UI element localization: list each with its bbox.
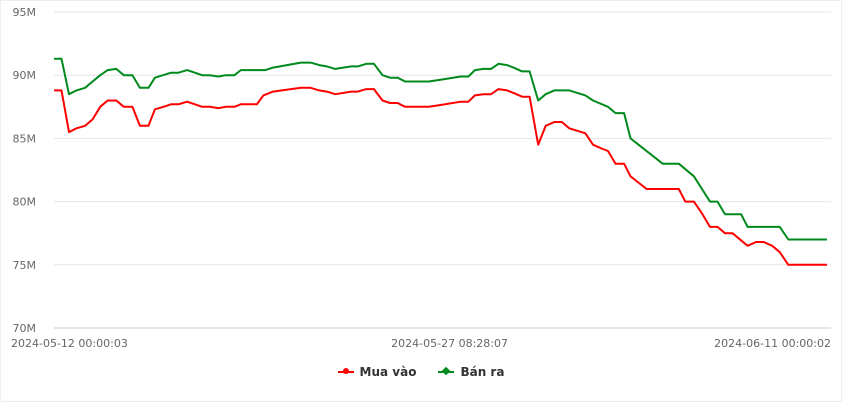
- circle-marker-icon: [337, 368, 354, 374]
- line-chart: 70M 75M 80M 85M 90M 95M 2024-05-12 00:00:03 202…: [11, 6, 831, 350]
- legend-label: Mua vào: [359, 365, 417, 379]
- y-tick-label: 80M: [13, 196, 37, 209]
- legend-item-mua-vao[interactable]: Mua vào: [337, 365, 417, 379]
- y-tick-label: 90M: [13, 69, 37, 82]
- x-tick-label: 2024-05-12 00:00:03: [11, 337, 128, 350]
- x-tick-label: 2024-06-11 00:00:02: [714, 337, 831, 350]
- y-tick-label: 70M: [13, 322, 37, 335]
- x-tick-label: 2024-05-27 08:28:07: [391, 337, 508, 350]
- diamond-marker-icon: [438, 366, 455, 376]
- y-tick-label: 95M: [13, 6, 37, 19]
- y-tick-label: 85M: [13, 132, 37, 145]
- y-tick-label: 75M: [13, 259, 37, 272]
- series-line-mua-vao: [54, 86, 827, 266]
- series-line-ban-ra: [54, 57, 827, 241]
- legend-label: Bán ra: [460, 365, 505, 379]
- legend-item-ban-ra[interactable]: Bán ra: [438, 365, 504, 379]
- legend: Mua vào Bán ra: [1, 365, 841, 379]
